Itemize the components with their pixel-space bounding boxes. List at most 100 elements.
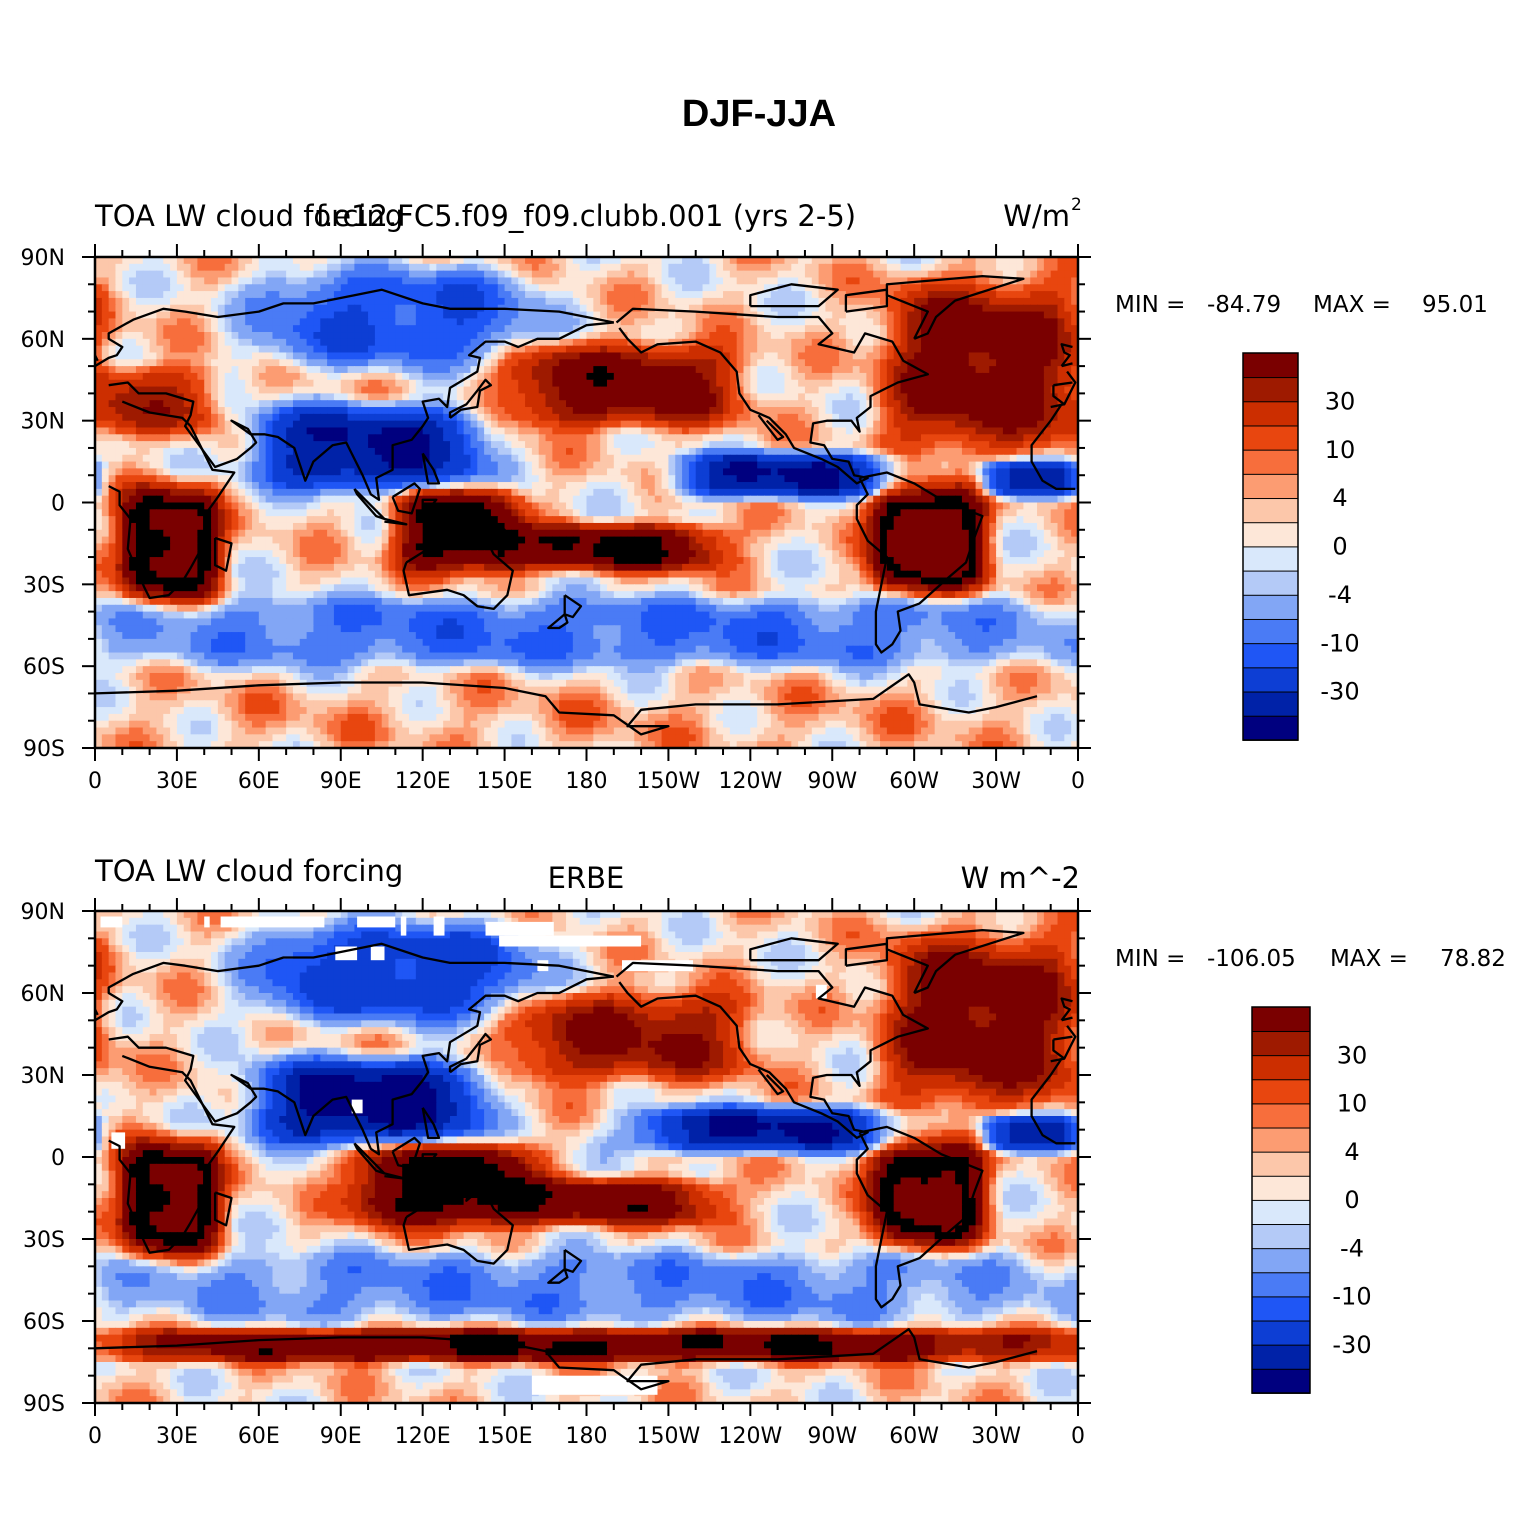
- coastline: [95, 288, 1077, 406]
- x-tick-label: 150W: [637, 1424, 701, 1449]
- x-tick-label: 60E: [238, 769, 280, 794]
- panel-center-title: ERBE: [548, 861, 625, 895]
- coastline: [95, 942, 1077, 1060]
- missing-data-area: [204, 916, 210, 928]
- coastline: [615, 307, 929, 485]
- panel-obs: TOA LW cloud forcing ERBE W m^-2 0 30E 60E…: [21, 854, 1506, 1449]
- missing-data-area: [815, 984, 827, 999]
- y-tick-label: 30S: [23, 573, 65, 598]
- colorbar-box: [1242, 594, 1299, 620]
- colorbar-box: [1242, 642, 1299, 669]
- colorbar-box: [1251, 1199, 1311, 1226]
- coastline: [855, 1125, 984, 1309]
- coastline: [402, 1185, 514, 1265]
- coastline: [213, 536, 233, 572]
- axis-ticks: 0 30E 60E 90E 120E 150E 180 150W 120W 90W 60W 30W 09…: [21, 898, 1091, 1449]
- colorbar-label: 4: [1332, 484, 1347, 512]
- x-tick-label: 120W: [718, 1424, 782, 1449]
- colorbar-label: 0: [1332, 533, 1347, 561]
- missing-data-area: [499, 935, 642, 947]
- coastline: [108, 321, 1073, 501]
- colorbar-box: [1251, 1151, 1311, 1177]
- x-tick-label: 120E: [395, 769, 451, 794]
- colorbar-frame: [1242, 352, 1299, 741]
- colorbar-box: [1242, 546, 1299, 572]
- x-tick-label: 150W: [637, 769, 701, 794]
- colorbar-box: [1242, 400, 1299, 427]
- coastline: [402, 531, 514, 611]
- x-tick-label: 0: [1071, 769, 1085, 794]
- coastline: [452, 504, 506, 531]
- y-tick-label: 90S: [23, 737, 65, 762]
- coastline: [421, 498, 438, 517]
- colorbar-label: 30: [1325, 387, 1356, 415]
- colorbar-box: [1242, 376, 1299, 403]
- coastline: [615, 961, 929, 1140]
- colorbar-box: [1251, 1103, 1311, 1129]
- colorbar-box: [1251, 1320, 1311, 1346]
- min-label: MIN =: [1115, 292, 1185, 318]
- x-tick-label: 0: [88, 769, 102, 794]
- colorbar-box: [1242, 570, 1299, 596]
- x-tick-label: 180: [566, 769, 608, 794]
- colorbar-box: [1251, 1247, 1311, 1274]
- panel-left-title: TOA LW cloud forcing: [94, 854, 403, 888]
- coastline: [749, 937, 839, 962]
- coastline: [108, 1054, 1076, 1254]
- map-plot: [95, 911, 1078, 1403]
- missing-data-area: [100, 916, 123, 928]
- x-tick-label: 90W: [807, 769, 857, 794]
- min-value: -106.05: [1207, 946, 1296, 972]
- missing-data-area: [220, 916, 325, 928]
- x-tick-label: 150E: [477, 769, 533, 794]
- main-title: DJF-JJA: [682, 93, 836, 135]
- coastline: [421, 1107, 441, 1140]
- x-tick-label: 180: [566, 1424, 608, 1449]
- colorbar-label: -30: [1320, 678, 1359, 706]
- coastline: [563, 594, 583, 619]
- coastline: [421, 452, 441, 485]
- colorbar-box: [1251, 1030, 1311, 1057]
- y-tick-label: 60S: [23, 1310, 65, 1335]
- y-tick-label: 90N: [21, 900, 65, 925]
- x-tick-label: 30E: [156, 769, 198, 794]
- missing-data-area: [370, 946, 385, 961]
- coastline: [448, 378, 493, 419]
- y-tick-label: 0: [51, 1146, 65, 1171]
- x-tick-label: 150E: [477, 1424, 533, 1449]
- y-tick-label: 60N: [21, 328, 65, 353]
- min-label: MIN =: [1115, 946, 1185, 972]
- y-tick-label: 60S: [23, 655, 65, 680]
- y-tick-label: 90S: [23, 1392, 65, 1417]
- coastline: [757, 414, 785, 441]
- x-tick-label: 90E: [320, 1424, 362, 1449]
- coastline: [384, 517, 408, 526]
- colorbar-box: [1251, 1344, 1311, 1370]
- y-tick-label: 60N: [21, 982, 65, 1007]
- panel-units: W m^-2: [961, 861, 1080, 895]
- coastline: [855, 471, 984, 654]
- panel-units: W/m: [1003, 199, 1070, 233]
- coastline: [353, 488, 386, 521]
- colorbar-box: [1242, 449, 1299, 475]
- panel-model: TOA LW cloud forcing f.e12.FC5.f09_f09.c…: [21, 195, 1488, 794]
- coastline: [391, 1136, 422, 1170]
- colorbar-label: -10: [1320, 629, 1359, 657]
- coastline: [448, 1032, 493, 1074]
- coastline: [844, 942, 889, 967]
- colorbar: 30 10 4 0 -4 -10 -30: [1251, 1006, 1372, 1394]
- coastline: [95, 673, 1038, 736]
- y-tick-label: 30N: [21, 1064, 65, 1089]
- colorbar-box: [1251, 1296, 1311, 1322]
- colorbar-label: 30: [1337, 1041, 1368, 1069]
- missing-data-area: [485, 921, 554, 936]
- colorbar-box: [1242, 473, 1299, 500]
- coastline: [95, 1328, 1038, 1391]
- coastline: [384, 1172, 408, 1181]
- colorbar-box: [1251, 1368, 1311, 1394]
- colorbar-box: [1251, 1271, 1311, 1298]
- colorbar-box: [1242, 666, 1299, 693]
- panel-center-title: f.e12.FC5.f09_f09.clubb.001 (yrs 2-5): [316, 199, 856, 233]
- x-tick-label: 0: [88, 1424, 102, 1449]
- colorbar-box: [1242, 715, 1299, 741]
